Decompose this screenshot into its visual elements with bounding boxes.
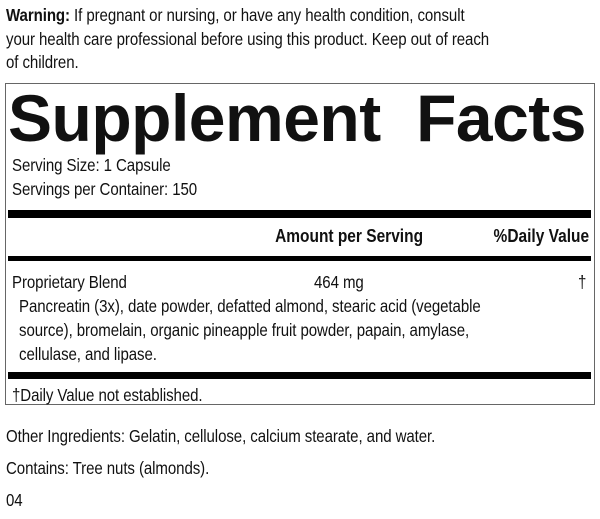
row-name: Proprietary Blend (12, 272, 127, 292)
header-amount: Amount per Serving (275, 226, 423, 246)
ingredients-line: Pancreatin (3x), date powder, defatted a… (19, 296, 481, 316)
warning-line: If pregnant or nursing, or have any heal… (74, 5, 465, 25)
divider-medium (8, 256, 591, 261)
panel-title: Supplement Facts (8, 78, 586, 158)
warning-line: of children. (6, 52, 79, 72)
allergen-statement: Contains: Tree nuts (almonds). (6, 458, 210, 478)
warning-label: Warning: (6, 5, 70, 25)
row-amount: 464 mg (314, 272, 364, 292)
title-word: Supplement (8, 81, 381, 155)
divider-thick (8, 210, 591, 218)
footnote: †Daily Value not established. (12, 385, 203, 405)
warning-text: Warning: If pregnant or nursing, or have… (6, 4, 489, 75)
title-word: Facts (416, 81, 586, 155)
serving-size: Serving Size: 1 Capsule (12, 155, 171, 175)
header-daily-value: %Daily Value (493, 226, 589, 246)
supplement-facts-panel (5, 83, 595, 405)
row-dv: † (578, 272, 587, 292)
other-ingredients: Other Ingredients: Gelatin, cellulose, c… (6, 426, 436, 446)
product-code: 04 (6, 490, 23, 510)
divider-thick (8, 372, 591, 379)
servings-per-container: Servings per Container: 150 (12, 179, 198, 199)
warning-line: your health care professional before usi… (6, 28, 490, 49)
ingredients-line: cellulase, and lipase. (19, 344, 157, 364)
ingredients-line: source), bromelain, organic pineapple fr… (19, 320, 470, 340)
